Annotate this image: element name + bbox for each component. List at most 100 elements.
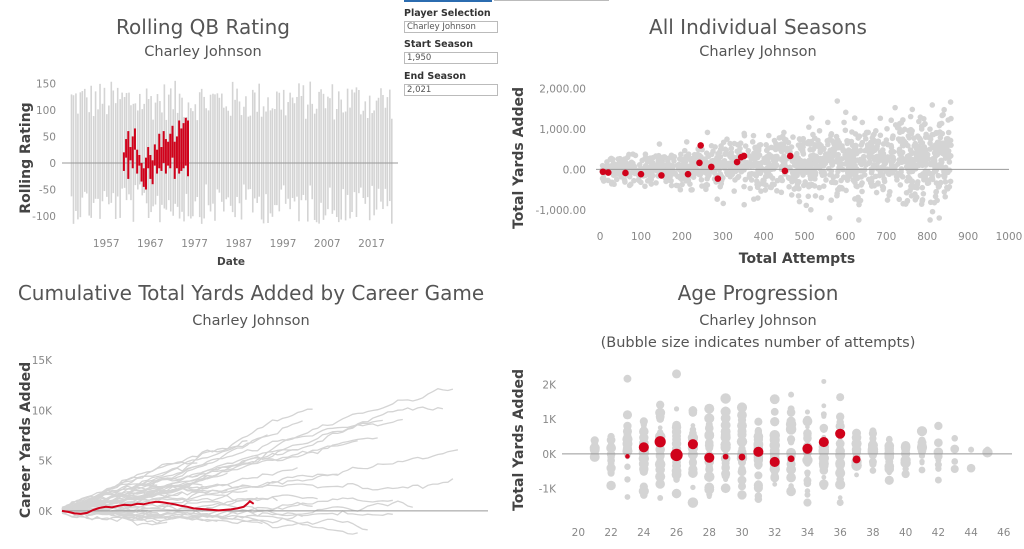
seasons-background-point <box>888 153 894 160</box>
age-x-tick-label: 26 <box>670 527 684 539</box>
seasons-background-point <box>688 187 694 193</box>
seasons-background-point <box>909 178 915 184</box>
age-background-bubble <box>705 420 713 428</box>
rolling-chart: -100 -50 0 50 100 150 1957 1967 1977 1987 1997 2007… <box>32 78 398 250</box>
age-background-bubble <box>656 400 665 409</box>
seasons-background-point <box>907 126 914 133</box>
seasons-background-point <box>829 161 835 167</box>
rolling-x-tick-label: 1987 <box>225 238 252 250</box>
seasons-background-point <box>698 176 705 183</box>
seasons-background-point <box>739 162 746 169</box>
age-background-bubble <box>687 497 699 508</box>
seasons-background-point <box>868 183 875 189</box>
seasons-x-tick-label: 500 <box>795 231 815 243</box>
age-x-tick-label: 44 <box>964 527 978 539</box>
rolling-x-tick-label: 2007 <box>314 238 341 250</box>
seasons-background-point <box>865 176 872 183</box>
seasons-background-point <box>788 192 795 198</box>
start-season-input[interactable]: 1,950 <box>404 52 498 64</box>
seasons-background-point <box>803 202 810 209</box>
age-background-bubble <box>836 466 844 474</box>
seasons-background-point <box>747 185 754 192</box>
rolling-y-tick-label: 0 <box>49 158 56 170</box>
seasons-background-point <box>929 208 936 215</box>
seasons-background-point <box>909 167 916 174</box>
age-background-bubble <box>671 422 682 433</box>
seasons-background-point <box>837 162 843 168</box>
seasons-background-point <box>800 135 807 142</box>
seasons-background-point <box>830 174 837 181</box>
seasons-background-point <box>818 142 824 149</box>
seasons-background-point <box>834 137 841 143</box>
rolling-y-tick-label: 150 <box>36 78 56 90</box>
seasons-background-point <box>647 169 653 176</box>
seasons-background-point <box>673 182 680 189</box>
seasons-background-point <box>938 157 944 164</box>
age-background-bubble <box>688 468 698 478</box>
seasons-background-point <box>877 132 884 139</box>
seasons-background-point <box>817 149 824 156</box>
seasons-background-point <box>910 158 917 164</box>
seasons-background-point <box>642 151 649 158</box>
rolling-chart-subtitle: Charley Johnson <box>144 44 261 60</box>
age-background-bubble <box>934 476 942 484</box>
age-background-bubble <box>835 450 846 461</box>
cumulative-y-axis-title: Career Yards Added <box>18 362 34 518</box>
seasons-background-point <box>921 121 927 128</box>
seasons-y-tick-label: -1,000.00 <box>535 205 586 217</box>
age-background-bubble <box>835 459 846 470</box>
age-background-bubble <box>590 452 600 462</box>
age-highlight-bubble <box>738 453 746 461</box>
cumulative-highlight-line <box>61 500 255 515</box>
seasons-background-point <box>846 161 852 167</box>
seasons-background-point <box>857 197 864 204</box>
age-background-bubble <box>722 472 729 480</box>
age-background-bubble <box>820 411 827 418</box>
seasons-background-point <box>869 148 876 155</box>
age-x-tick-label: 22 <box>604 527 617 539</box>
age-background-bubble <box>919 458 925 465</box>
age-x-tick-label: 20 <box>572 527 585 539</box>
seasons-background-point <box>859 188 865 195</box>
seasons-background-point <box>749 139 756 145</box>
seasons-x-tick-label: 900 <box>958 231 978 243</box>
end-season-control: End Season 2,021 <box>404 71 498 96</box>
seasons-background-point <box>896 196 903 203</box>
age-background-bubble <box>673 476 680 483</box>
age-background-bubble <box>804 488 811 494</box>
seasons-background-point <box>804 140 811 147</box>
seasons-x-tick-label: 600 <box>835 231 855 243</box>
rolling-x-tick-label: 1997 <box>270 238 297 250</box>
age-background-bubble <box>770 472 780 481</box>
age-background-bubble <box>737 482 747 491</box>
seasons-background-point <box>904 165 911 172</box>
age-background-bubble <box>803 498 812 507</box>
seasons-background-point <box>689 162 696 169</box>
seasons-background-point <box>927 126 933 132</box>
age-background-bubble <box>690 457 696 464</box>
seasons-background-point <box>676 156 683 162</box>
seasons-background-point <box>824 119 831 126</box>
seasons-background-point <box>816 127 823 134</box>
seasons-background-point <box>880 186 886 193</box>
seasons-background-point <box>687 157 694 164</box>
age-background-bubble <box>704 430 715 441</box>
seasons-background-point <box>818 194 825 201</box>
seasons-background-point <box>617 171 623 177</box>
seasons-highlight-point <box>637 170 645 178</box>
age-chart-subtitle: Charley Johnson <box>699 313 816 329</box>
seasons-background-point <box>762 187 769 193</box>
seasons-background-point <box>655 157 662 164</box>
player-selection-input[interactable]: Charley Johnson <box>404 21 498 33</box>
seasons-background-point <box>874 143 880 149</box>
seasons-background-point <box>635 176 642 183</box>
seasons-highlight-point <box>599 168 607 176</box>
seasons-x-tick-label: 200 <box>672 231 692 243</box>
age-background-bubble <box>623 432 632 441</box>
age-background-bubble <box>835 479 846 490</box>
age-y-tick-label: 1K <box>542 414 557 426</box>
seasons-background-point <box>890 148 897 155</box>
seasons-background-point <box>917 172 924 179</box>
seasons-background-point <box>905 174 912 180</box>
end-season-input[interactable]: 2,021 <box>404 84 498 96</box>
